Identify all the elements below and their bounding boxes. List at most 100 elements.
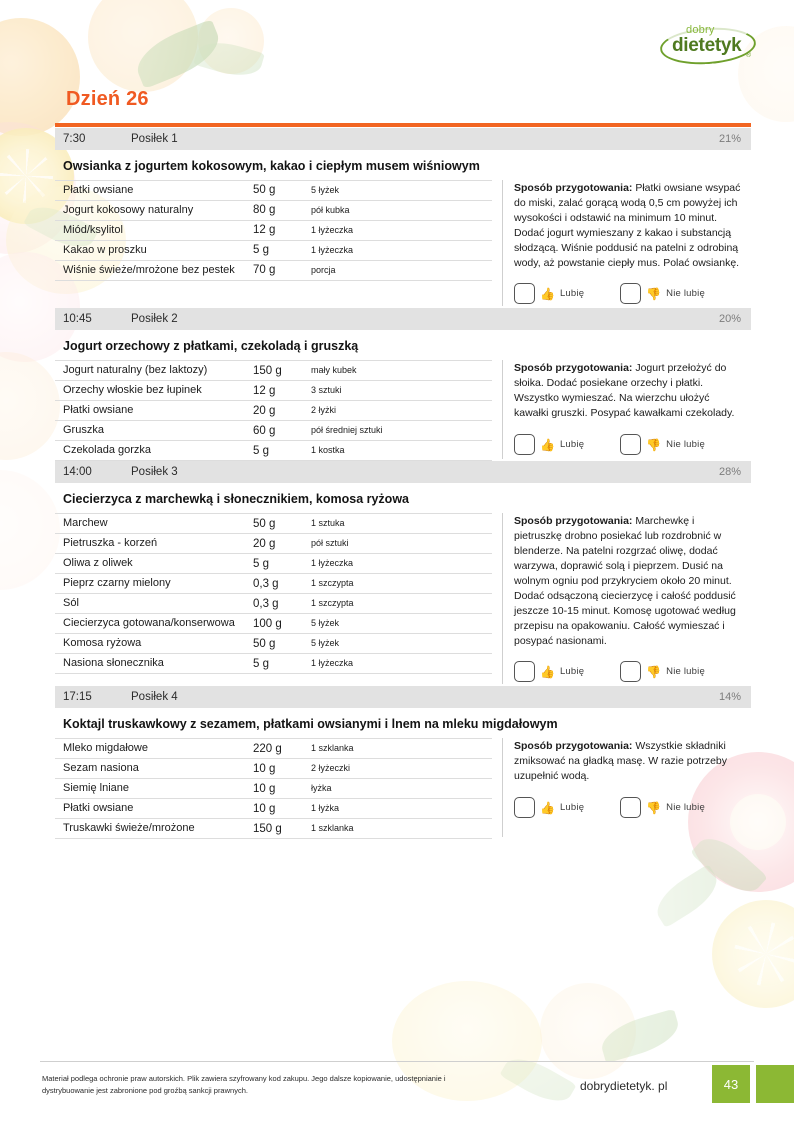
ingredient-amount: 5 g (253, 557, 269, 570)
ingredient-amount: 12 g (253, 384, 276, 397)
ingredient-amount: 150 g (253, 822, 282, 835)
dislike-control[interactable]: 👎 Nie lubię (620, 283, 705, 305)
dislike-control[interactable]: 👎 Nie lubię (620, 434, 705, 456)
ingredient-name: Mleko migdałowe (63, 742, 148, 755)
ingredient-amount: 5 g (253, 244, 269, 257)
ingredient-measure: 1 łyżka (311, 803, 340, 814)
ingredient-name: Jogurt naturalny (bez laktozy) (63, 364, 208, 377)
table-row: Oliwa z oliwek 5 g 1 łyżeczka (55, 554, 492, 574)
ingredient-amount: 150 g (253, 364, 282, 377)
table-row: Siemię lniane 10 g łyżka (55, 779, 492, 799)
dislike-checkbox[interactable] (620, 283, 642, 305)
preparation-label: Sposób przygotowania: (514, 515, 636, 528)
meal-header-4[interactable]: 17:15 Posiłek 4 14% (55, 686, 751, 709)
preparation-body: Marchewkę i pietruszkę drobno posiekać l… (514, 515, 736, 647)
like-control[interactable]: 👍 Lubię (514, 661, 585, 683)
ingredients-column: Marchew 50 g 1 sztuka Pietruszka - korze… (55, 513, 502, 686)
meal-time: 17:15 (63, 691, 92, 704)
like-checkbox[interactable] (514, 434, 535, 456)
dislike-checkbox[interactable] (620, 661, 642, 683)
footer-divider (40, 1061, 754, 1062)
like-checkbox[interactable] (514, 661, 535, 683)
ingredient-name: Kakao w proszku (63, 243, 147, 256)
ingredient-amount: 50 g (253, 637, 276, 650)
meal-time: 7:30 (63, 133, 86, 145)
table-row: Wiśnie świeże/mrożone bez pestek 70 g po… (55, 260, 492, 281)
meal-title: Ciecierzyca z marchewką i słonecznikiem,… (63, 492, 409, 507)
dislike-control[interactable]: 👎 Nie lubię (620, 797, 705, 819)
preparation-column: Sposób przygotowania: Płatki owsiane wsy… (503, 180, 751, 308)
ingredient-measure: 1 łyżeczka (311, 558, 354, 569)
page-footer: Materiał podlega ochronie praw autorskic… (0, 1061, 794, 1123)
footer-green-tab (756, 1065, 794, 1103)
meal-label: Posiłek 1 (131, 133, 178, 145)
dislike-control[interactable]: 👎 Nie lubię (620, 661, 705, 683)
rating-controls: 👍 Lubię 👎 Nie lubię (514, 661, 745, 686)
meal-title: Jogurt orzechowy z płatkami, czekoladą i… (63, 339, 359, 354)
ingredients-table: Mleko migdałowe 220 g 1 szklanka Sezam n… (55, 738, 492, 839)
thumbs-up-icon: 👍 (540, 286, 555, 301)
like-control[interactable]: 👍 Lubię (514, 434, 584, 456)
table-row: Płatki owsiane 10 g 1 łyżka (55, 799, 492, 819)
ingredient-name: Wiśnie świeże/mrożone bez pestek (63, 263, 235, 276)
preparation-column: Sposób przygotowania: Wszystkie składnik… (503, 738, 751, 839)
ingredient-measure: pół kubka (311, 204, 350, 215)
meal-header-3[interactable]: 14:00 Posiłek 3 28% (55, 461, 751, 484)
ingredient-name: Komosa ryżowa (63, 637, 142, 650)
table-row: Kakao w proszku 5 g 1 łyżeczka (55, 240, 492, 261)
meal-body: Mleko migdałowe 220 g 1 szklanka Sezam n… (55, 738, 751, 839)
ingredient-name: Jogurt kokosowy naturalny (63, 203, 194, 216)
ingredient-name: Truskawki świeże/mrożone (63, 822, 195, 835)
meal-time: 14:00 (63, 466, 92, 479)
ingredient-name: Sezam nasiona (63, 762, 139, 775)
ingredient-amount: 20 g (253, 404, 276, 417)
meal-percent-badge: 14% (718, 691, 741, 704)
ingredients-table: Jogurt naturalny (bez laktozy) 150 g mał… (55, 360, 492, 461)
thumbs-down-icon: 👎 (646, 664, 662, 679)
meal-block-4: 17:15 Posiłek 4 14% Koktajl truskawkowy … (55, 686, 751, 839)
like-control[interactable]: 👍 Lubię (514, 283, 584, 305)
ingredient-name: Płatki owsiane (63, 404, 134, 417)
table-row: Nasiona słonecznika 5 g 1 łyżeczka (55, 654, 492, 674)
like-checkbox[interactable] (514, 283, 535, 305)
dislike-checkbox[interactable] (620, 434, 642, 456)
like-checkbox[interactable] (514, 797, 535, 819)
meal-header-2[interactable]: 10:45 Posiłek 2 20% (55, 308, 751, 331)
website-url: dobrydietetyk. pl (580, 1079, 668, 1093)
ingredients-table: Płatki owsiane 50 g 5 łyżek Jogurt kokos… (55, 180, 492, 281)
preparation-text: Sposób przygotowania: Płatki owsiane wsy… (514, 180, 745, 270)
rating-controls: 👍 Lubię 👎 Nie lubię (514, 283, 745, 308)
thumbs-up-icon: 👍 (540, 664, 555, 679)
page-title: Dzień 26 (66, 88, 149, 110)
meal-percent-badge: 20% (718, 313, 741, 326)
ingredient-name: Miód/ksylitol (63, 223, 123, 236)
ingredient-amount: 220 g (253, 742, 282, 755)
ingredient-amount: 5 g (253, 444, 269, 457)
ingredient-name: Oliwa z oliwek (63, 557, 133, 570)
like-control[interactable]: 👍 Lubię (514, 797, 585, 819)
like-label: Lubię (559, 666, 585, 678)
dislike-checkbox[interactable] (620, 797, 642, 819)
table-row: Płatki owsiane 50 g 5 łyżek (55, 180, 492, 201)
ingredient-measure: 1 sztuka (311, 518, 345, 529)
like-label: Lubię (559, 802, 585, 814)
ingredient-measure: 1 kostka (311, 445, 345, 456)
ingredient-amount: 80 g (253, 204, 276, 217)
ingredient-name: Orzechy włoskie bez łupinek (63, 384, 202, 397)
table-row: Ciecierzyca gotowana/konserwowa 100 g 5 … (55, 614, 492, 634)
rating-controls: 👍 Lubię 👎 Nie lubię (514, 434, 745, 459)
ingredient-measure: porcja (311, 264, 336, 275)
thumbs-down-icon: 👎 (646, 800, 662, 815)
ingredient-amount: 50 g (253, 184, 276, 197)
registered-mark-icon: ® (745, 52, 751, 59)
table-row: Płatki owsiane 20 g 2 łyżki (55, 401, 492, 421)
meal-body: Płatki owsiane 50 g 5 łyżek Jogurt kokos… (55, 180, 751, 308)
ingredient-name: Pieprz czarny mielony (63, 577, 171, 590)
ingredient-measure: 5 łyżek (311, 618, 340, 629)
table-row: Sezam nasiona 10 g 2 łyżeczki (55, 759, 492, 779)
meal-block-1: 7:30 Posiłek 1 21% Owsianka z jogurtem k… (55, 128, 751, 308)
preparation-label: Sposób przygotowania: (514, 362, 636, 375)
copyright-notice: Materiał podlega ochronie praw autorskic… (42, 1074, 446, 1095)
ingredient-measure: pół średniej sztuki (311, 425, 383, 436)
meal-header-1[interactable]: 7:30 Posiłek 1 21% (55, 128, 751, 150)
